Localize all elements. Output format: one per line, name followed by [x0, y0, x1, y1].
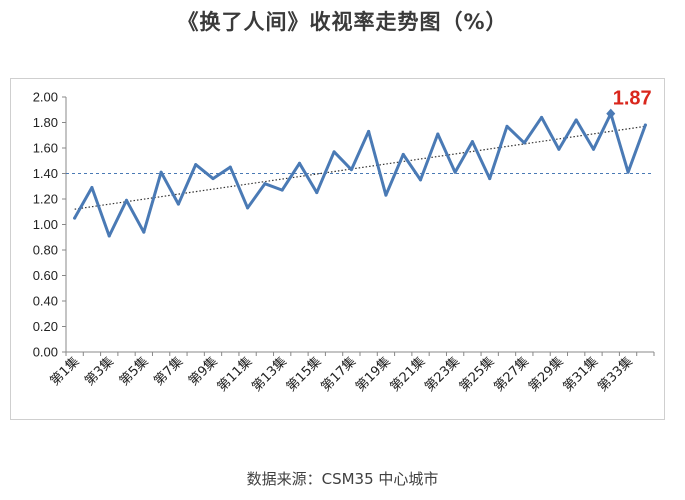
- y-tick-label: 0.60: [33, 268, 58, 283]
- data-point: [419, 178, 423, 182]
- x-tick-label: 第23集: [422, 354, 463, 395]
- y-tick-label: 0.80: [33, 243, 58, 258]
- data-point: [453, 170, 457, 174]
- data-point: [176, 202, 180, 206]
- x-tick-label: 第31集: [560, 354, 601, 395]
- x-tick-label: 第13集: [249, 354, 290, 395]
- data-point: [194, 163, 198, 167]
- data-point: [263, 182, 267, 186]
- data-point: [159, 170, 163, 174]
- data-point: [367, 129, 371, 133]
- x-tick-label: 第21集: [387, 354, 428, 395]
- data-point: [470, 140, 474, 144]
- x-tick-label: 第5集: [116, 354, 152, 390]
- trend-line: [74, 125, 646, 210]
- data-point: [626, 170, 630, 174]
- data-point: [73, 216, 77, 220]
- line-chart: 0.00 0.20 0.40 0.60 0.80 1.00 1.20 1.40 1.60 1.80…: [33, 88, 655, 395]
- y-tick-label: 0.00: [33, 345, 58, 360]
- peak-data-label: 1.87: [613, 88, 652, 110]
- data-point: [591, 147, 595, 151]
- series-line: [73, 112, 647, 238]
- data-point: [384, 193, 388, 197]
- data-point: [107, 234, 111, 238]
- data-point: [522, 141, 526, 145]
- chart-title: 《换了人间》收视率走势图（%）: [177, 10, 508, 34]
- x-tick-label: 第11集: [214, 354, 255, 395]
- data-point: [90, 186, 94, 190]
- data-point: [557, 147, 561, 151]
- y-tick-label: 2.00: [33, 90, 58, 105]
- chart-area: 0.00 0.20 0.40 0.60 0.80 1.00 1.20 1.40 1.60 1.80…: [10, 78, 665, 420]
- x-tick-label: 第19集: [352, 354, 393, 395]
- x-tick-label: 第7集: [151, 354, 187, 390]
- x-tick-label: 第25集: [456, 354, 497, 395]
- data-point: [540, 115, 544, 119]
- data-point: [574, 118, 578, 122]
- x-tick-label: 第33集: [594, 354, 635, 395]
- data-point: [488, 177, 492, 181]
- data-point: [211, 177, 215, 181]
- data-point: [228, 165, 232, 169]
- y-tick-label: 1.60: [33, 141, 58, 156]
- data-point: [349, 168, 353, 172]
- peak-marker: [606, 108, 616, 119]
- x-tick-label: 第27集: [491, 354, 532, 395]
- y-tick-label: 0.20: [33, 319, 58, 334]
- x-tick-label: 第3集: [82, 354, 118, 390]
- x-tick-label: 第15集: [283, 354, 324, 395]
- x-tick-label: 第17集: [318, 354, 359, 395]
- data-point: [643, 123, 647, 127]
- y-tick-label: 1.40: [33, 166, 58, 181]
- data-point: [401, 152, 405, 156]
- data-point: [142, 230, 146, 234]
- data-point: [125, 198, 129, 202]
- data-point: [297, 161, 301, 165]
- y-tick-label: 0.40: [33, 294, 58, 309]
- data-point: [332, 150, 336, 154]
- data-source-note: 数据来源：CSM35 中心城市: [246, 470, 439, 488]
- y-tick-label: 1.80: [33, 115, 58, 130]
- data-point: [246, 206, 250, 210]
- y-tick-label: 1.00: [33, 217, 58, 232]
- data-point: [280, 188, 284, 192]
- y-tick-label: 1.20: [33, 192, 58, 207]
- data-point: [505, 124, 509, 128]
- data-point: [436, 132, 440, 136]
- x-tick-label: 第29集: [525, 354, 566, 395]
- data-point: [315, 191, 319, 195]
